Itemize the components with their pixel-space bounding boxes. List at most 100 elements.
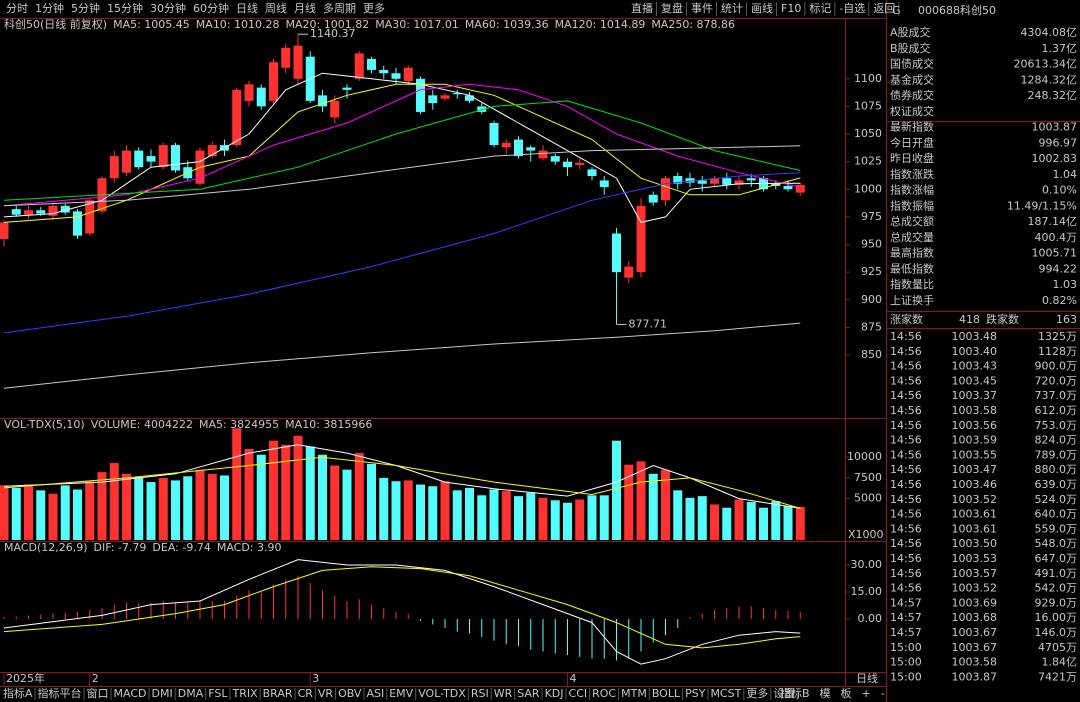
- indicator-tab[interactable]: SAR: [517, 687, 540, 700]
- indicator-tab[interactable]: VOL-TDX: [418, 687, 466, 700]
- trade-time: 14:56: [890, 463, 922, 476]
- indicator-tab[interactable]: VR: [318, 687, 334, 700]
- volume-bar: [612, 440, 621, 540]
- indicator-tab[interactable]: 窗口: [87, 686, 109, 700]
- candle-body: [563, 161, 572, 168]
- indicator-tab[interactable]: 指标A: [3, 686, 33, 700]
- period-tab[interactable]: 月线: [294, 1, 316, 15]
- period-tab[interactable]: 日线: [236, 1, 258, 15]
- quote-value: 187.14亿: [1028, 215, 1078, 228]
- candle-body: [673, 176, 683, 184]
- toolbar-button[interactable]: -自选: [839, 2, 865, 15]
- volume-bar: [440, 481, 450, 540]
- trade-price: 1003.67: [952, 626, 998, 639]
- volume-bar: [722, 507, 732, 540]
- candle-body: [526, 147, 536, 151]
- period-tab[interactable]: 5分钟: [71, 1, 100, 15]
- indicator-tab[interactable]: TRIX: [231, 687, 258, 700]
- candle-body: [171, 145, 180, 171]
- period-tab[interactable]: 分时: [6, 2, 28, 15]
- candle-body: [318, 95, 327, 107]
- trade-volume: 929.0万: [1035, 596, 1078, 609]
- indicator-tab[interactable]: BOLL: [652, 687, 681, 700]
- indicator-tab[interactable]: 指标B: [780, 686, 810, 700]
- quote-label: 基金成交: [890, 72, 934, 86]
- indicator-tab[interactable]: KDJ: [545, 687, 564, 700]
- trade-time: 14:56: [890, 374, 922, 387]
- trade-price: 1003.52: [952, 493, 998, 506]
- indicator-tab[interactable]: EMV: [389, 687, 413, 700]
- candle-body: [795, 184, 805, 193]
- trade-time: 14:57: [890, 611, 922, 624]
- indicator-tab[interactable]: FSL: [208, 687, 228, 700]
- indicator-tab[interactable]: BRAR: [263, 687, 293, 700]
- period-tab[interactable]: 60分钟: [193, 1, 229, 15]
- period-tab[interactable]: 30分钟: [150, 1, 186, 15]
- toolbar-button[interactable]: 返回: [873, 2, 895, 15]
- trade-price: 1003.53: [952, 552, 998, 565]
- indicator-tab[interactable]: MTM: [621, 687, 647, 700]
- indicator-tab[interactable]: WR: [494, 687, 513, 700]
- volume-bar: [367, 463, 376, 540]
- indicator-tab[interactable]: 更多: [746, 686, 768, 700]
- volume-bar: [550, 500, 560, 540]
- indicator-tab[interactable]: OBV: [338, 687, 362, 700]
- indicator-tab[interactable]: PSY: [685, 687, 706, 700]
- candle-body: [48, 205, 58, 216]
- quote-value: 248.32亿: [1028, 89, 1078, 102]
- toolbar-button[interactable]: 事件: [691, 2, 713, 15]
- indicator-tab[interactable]: MACD: [114, 687, 147, 700]
- period-tab[interactable]: 更多: [363, 1, 385, 15]
- volume-bar: [795, 506, 805, 540]
- indicator-tab[interactable]: ROC: [592, 687, 616, 700]
- indicator-tab[interactable]: -: [881, 687, 885, 700]
- indicator-tab[interactable]: DMA: [178, 687, 204, 700]
- trade-time: 14:56: [890, 567, 922, 580]
- candle-body: [612, 233, 621, 273]
- indicator-tab[interactable]: 模: [820, 687, 831, 700]
- y-tick-label: 850: [861, 348, 882, 361]
- period-tab[interactable]: 周线: [265, 1, 287, 15]
- indicator-tab[interactable]: DMI: [152, 687, 173, 700]
- indicator-tab[interactable]: 设置: [773, 687, 795, 700]
- candle-body: [146, 156, 156, 162]
- volume-bar: [526, 492, 536, 540]
- quote-label: 指数涨幅: [890, 183, 934, 197]
- indicator-tab[interactable]: 板: [841, 686, 852, 700]
- toolbar-button[interactable]: 直播: [631, 1, 653, 15]
- volume-bar: [599, 495, 609, 540]
- macd-line: [3, 566, 801, 649]
- legend-item: MA10: 3815966: [285, 418, 372, 431]
- indicator-tab[interactable]: CR: [298, 687, 314, 700]
- candle-body: [697, 180, 707, 184]
- toolbar-button[interactable]: 复盘: [661, 1, 683, 15]
- candle-body: [11, 209, 21, 215]
- legend-item: MACD: 3.90: [217, 541, 282, 554]
- trade-volume: 524.0万: [1035, 493, 1078, 506]
- period-tab[interactable]: 1分钟: [35, 1, 64, 15]
- period-tab[interactable]: 多周期: [323, 1, 356, 15]
- period-tab[interactable]: 15分钟: [107, 1, 143, 15]
- candle-body: [477, 106, 487, 112]
- trade-price: 1003.59: [952, 434, 998, 447]
- moving-average: [3, 322, 801, 389]
- trade-volume: 647.0万: [1035, 552, 1078, 565]
- indicator-tab[interactable]: RSI: [471, 687, 489, 700]
- indicator-tab[interactable]: +: [862, 687, 871, 700]
- trade-time: 14:56: [890, 434, 922, 447]
- legend-item: MA120: 1014.89: [555, 18, 646, 31]
- quote-value: 20613.34亿: [1014, 58, 1078, 71]
- toolbar-button[interactable]: 画线: [751, 1, 773, 15]
- indicator-tab[interactable]: CCI: [569, 687, 588, 700]
- indicator-tab[interactable]: MCST: [710, 687, 741, 700]
- toolbar-button[interactable]: 标记: [809, 1, 831, 15]
- volume-bar: [501, 491, 511, 540]
- volume-bar: [648, 473, 658, 540]
- toolbar-button[interactable]: F10: [781, 2, 801, 15]
- indicator-tab[interactable]: ASI: [366, 687, 384, 700]
- volume-bar: [465, 487, 474, 540]
- toolbar-button[interactable]: 统计: [721, 2, 743, 15]
- trade-volume: 824.0万: [1035, 434, 1078, 447]
- volume-average: [3, 456, 801, 509]
- indicator-tab[interactable]: 指标平台: [38, 686, 82, 700]
